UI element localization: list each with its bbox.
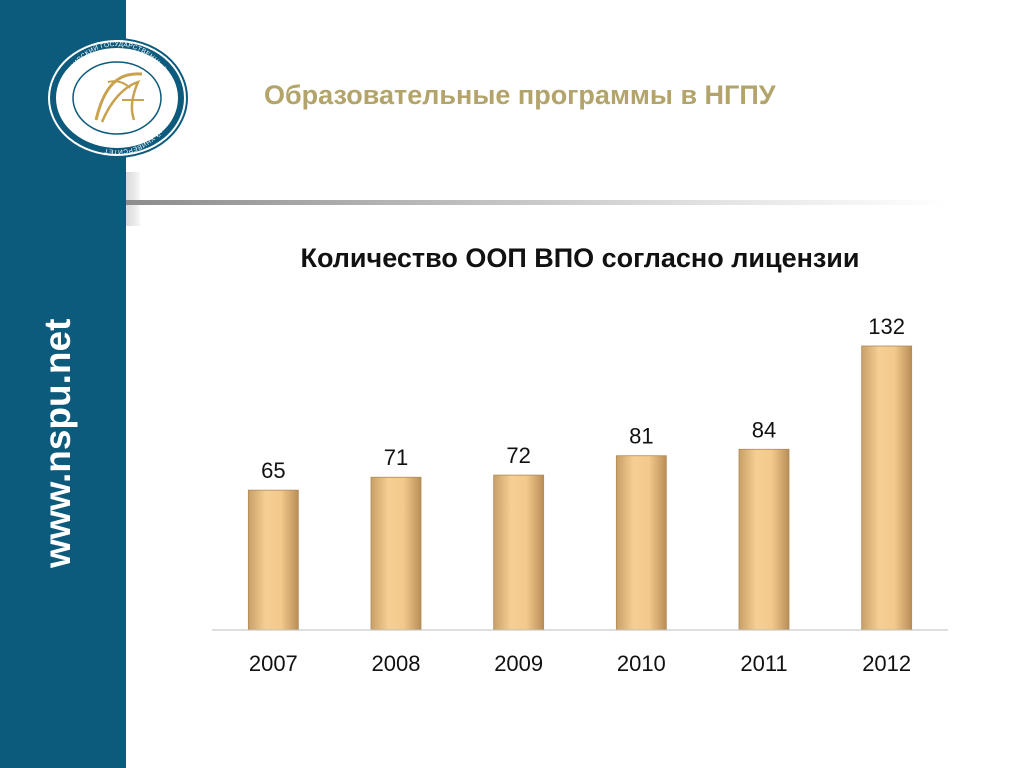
data-label-2010: 81 xyxy=(629,424,653,449)
x-tick-label-2009: 2009 xyxy=(494,651,543,676)
data-label-2007: 65 xyxy=(261,458,285,483)
divider-accent xyxy=(126,172,140,226)
slide-title: Образовательные программы в НГПУ xyxy=(264,80,776,110)
data-label-2008: 71 xyxy=(384,445,408,470)
divider-line xyxy=(126,200,946,205)
bar-2012 xyxy=(861,345,913,631)
x-tick-label-2010: 2010 xyxy=(617,651,666,676)
university-seal-icon: НОВОСИБИРСКИЙ ГОСУДАРСТВЕННЫЙ ПЕДАГОГИЧЕ… xyxy=(46,38,188,158)
data-label-2009: 72 xyxy=(506,443,530,468)
bar-2008 xyxy=(370,476,422,631)
bar-2007 xyxy=(247,489,299,631)
data-label-2011: 84 xyxy=(752,417,776,442)
x-tick-label-2007: 2007 xyxy=(249,651,298,676)
bar-2010 xyxy=(615,455,667,631)
x-tick-label-2008: 2008 xyxy=(372,651,421,676)
data-label-2012: 132 xyxy=(868,314,905,339)
chart-title: Количество ООП ВПО согласно лицензии xyxy=(300,243,860,273)
bar-2009 xyxy=(493,474,545,631)
x-tick-label-2012: 2012 xyxy=(862,651,911,676)
bar-2011 xyxy=(738,448,790,631)
x-tick-label-2011: 2011 xyxy=(740,651,787,676)
